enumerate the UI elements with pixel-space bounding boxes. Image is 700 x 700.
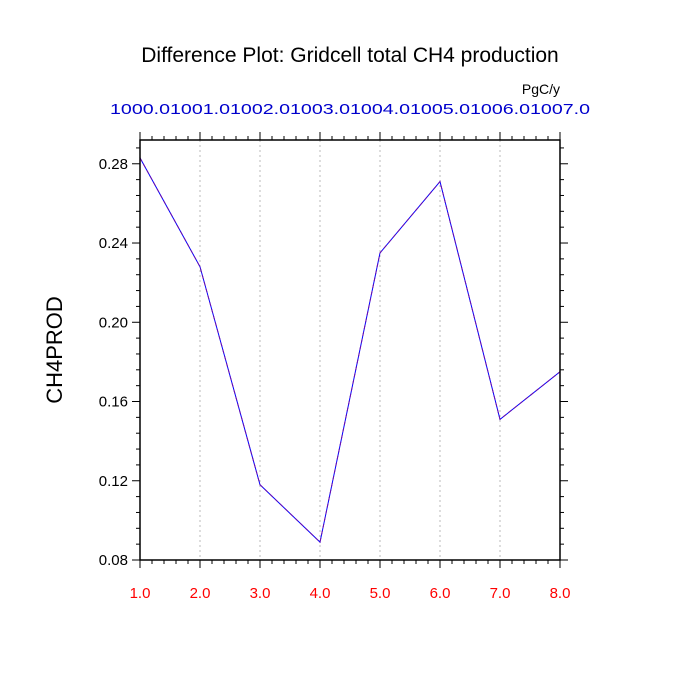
top-tick-label: 1006.0 — [470, 101, 530, 118]
x-tick-label: 3.0 — [250, 585, 271, 602]
y-tick-label: 0.12 — [99, 473, 128, 490]
units-label: PgC/y — [522, 81, 560, 97]
x-tick-label: 5.0 — [370, 585, 391, 602]
data-point — [379, 252, 381, 254]
top-tick-label: 1007.0 — [530, 101, 590, 118]
y-tick-label: 0.28 — [99, 156, 128, 173]
x-tick-label: 7.0 — [490, 585, 511, 602]
x-tick-label: 1.0 — [130, 585, 151, 602]
plot-frame — [139, 139, 561, 561]
series-line — [139, 157, 561, 544]
y-tick-label: 0.24 — [99, 235, 128, 252]
x-tick-label: 2.0 — [190, 585, 211, 602]
y-tick-label: 0.20 — [99, 314, 128, 331]
data-point — [439, 181, 441, 183]
data-point — [199, 266, 201, 268]
top-tick-label: 1002.0 — [230, 101, 290, 118]
x-tick-label: 6.0 — [430, 585, 451, 602]
data-point — [259, 484, 261, 486]
chart-title: Difference Plot: Gridcell total CH4 prod… — [141, 44, 558, 67]
label-layer: 0.08 0.12 0.16 0.20 0.24 0.28 1.0 2.0 3.0 4.0 5.0 6… — [99, 101, 590, 602]
top-tick-label: 1001.0 — [170, 101, 230, 118]
data-point — [319, 541, 321, 543]
x-tick-label: 8.0 — [550, 585, 571, 602]
top-tick-label: 1000.0 — [110, 101, 170, 118]
y-axis-label: CH4PROD — [42, 296, 67, 404]
x-tick-label: 4.0 — [310, 585, 331, 602]
top-tick-label: 1003.0 — [290, 101, 350, 118]
y-tick-label: 0.08 — [99, 552, 128, 569]
data-point — [499, 418, 501, 420]
top-tick-label: 1005.0 — [410, 101, 470, 118]
y-tick-label: 0.16 — [99, 394, 128, 411]
top-tick-label: 1004.0 — [350, 101, 410, 118]
